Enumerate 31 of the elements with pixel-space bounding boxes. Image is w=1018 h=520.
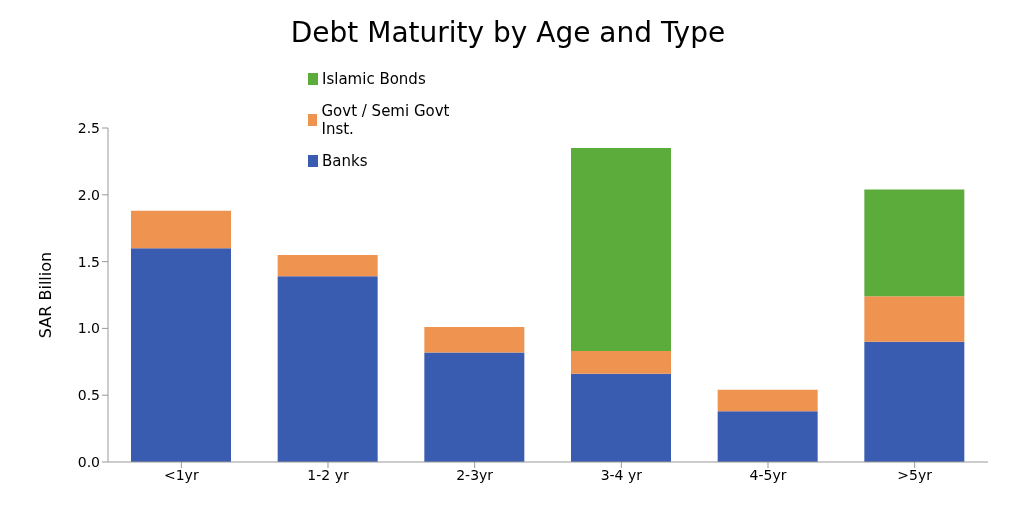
bar <box>864 296 965 342</box>
x-tick-label: 1-2 yr <box>307 466 349 483</box>
bar <box>131 210 231 249</box>
x-tick-label: <1yr <box>163 466 199 483</box>
x-tick-label: 4-5yr <box>749 466 787 483</box>
y-tick-label: 1.0 <box>77 320 100 337</box>
legend-label: Govt / Semi Govt Inst. <box>321 102 451 138</box>
y-tick-label: 1.5 <box>77 253 100 270</box>
y-tick-label: 2.0 <box>77 186 100 203</box>
bar <box>717 411 818 462</box>
x-tick-label: 2-3yr <box>456 466 494 483</box>
bar <box>571 148 671 352</box>
bar <box>424 327 525 353</box>
legend-label: Islamic Bonds <box>322 70 426 88</box>
bar <box>424 352 525 462</box>
x-tick-label: 3-4 yr <box>600 466 643 483</box>
legend-label: Banks <box>322 152 368 170</box>
bar <box>277 276 378 462</box>
y-tick-label: 0.0 <box>77 453 100 470</box>
y-axis-title: SAR Billion <box>35 251 55 339</box>
bar <box>717 389 818 412</box>
x-tick-label: >5yr <box>897 466 933 483</box>
bar <box>277 254 378 277</box>
bar <box>571 373 671 462</box>
bar <box>571 351 671 374</box>
y-tick-label: 2.5 <box>77 119 100 136</box>
bar <box>864 189 965 297</box>
y-tick-label: 0.5 <box>77 387 100 404</box>
bar <box>864 341 965 462</box>
chart-title: Debt Maturity by Age and Type <box>289 16 727 49</box>
bar <box>131 248 231 462</box>
